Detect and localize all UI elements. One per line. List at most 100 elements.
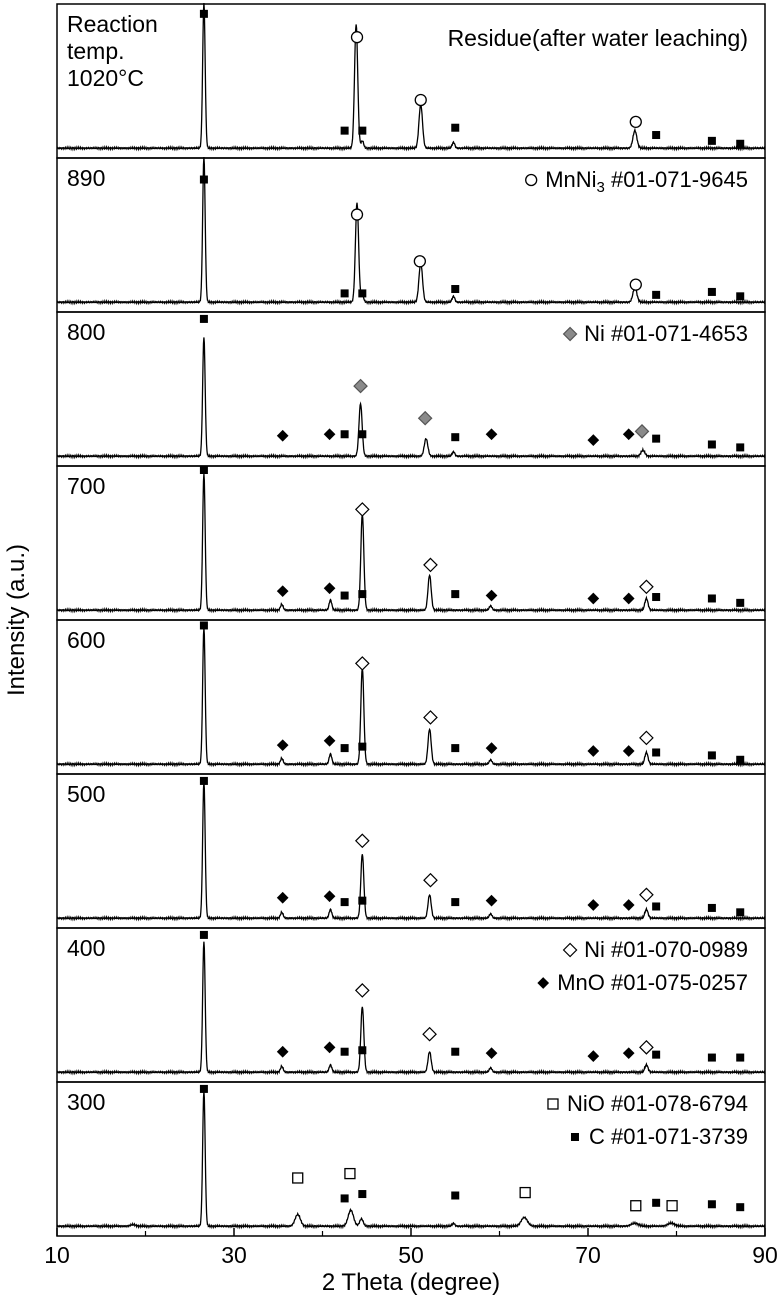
phase-marker-square — [451, 285, 460, 294]
phase-marker-square — [736, 598, 745, 607]
phase-marker-diamond-black — [276, 739, 289, 752]
phase-marker-circle — [350, 208, 364, 221]
xrd-pattern-line — [56, 627, 766, 768]
xrd-pattern-line — [56, 941, 766, 1076]
phase-marker-square — [199, 466, 208, 474]
panel-7: 300 NiO #01-078-6794 C #01-071-3739 — [56, 1081, 766, 1237]
panel-label: 500 — [67, 781, 105, 807]
phase-marker-diamond-black — [485, 742, 498, 754]
phase-marker-diamond-black — [323, 1041, 336, 1054]
phase-marker-circle — [413, 255, 427, 268]
phase-marker-diamond-white — [423, 557, 438, 573]
phase-marker-square — [707, 903, 716, 912]
phase-marker-square — [707, 1053, 716, 1062]
panel-4: 600 — [56, 619, 766, 775]
xrd-pattern-line — [56, 157, 766, 306]
phase-marker-square — [736, 1053, 745, 1062]
phase-marker-diamond-black — [323, 582, 336, 595]
panel-label: 600 — [67, 627, 105, 653]
phase-marker-diamond-white — [639, 579, 654, 595]
phase-marker-square — [652, 290, 661, 299]
phase-marker-diamond-white — [354, 656, 370, 671]
panel-label: 1020°C — [67, 65, 144, 91]
phase-marker-square — [736, 755, 745, 764]
phase-marker-diamond-black — [622, 745, 635, 757]
phase-marker-diamond-white — [354, 833, 370, 849]
xrd-pattern-line — [56, 1091, 766, 1230]
phase-marker-square — [340, 1194, 349, 1203]
legend-text: MnO #01-075-0257 — [557, 970, 748, 995]
phase-marker-square — [199, 175, 208, 184]
phase-marker-square-open — [292, 1172, 304, 1184]
x-tick-label: 70 — [575, 1242, 601, 1268]
phase-marker-square — [451, 433, 460, 442]
phase-marker-diamond-black — [276, 1045, 289, 1058]
phase-marker-square — [652, 1198, 661, 1207]
phase-marker-diamond-black — [323, 734, 336, 747]
panel-label: Reaction — [67, 11, 158, 37]
legend-symbol-diamond-black — [537, 977, 550, 989]
phase-marker-square — [340, 430, 349, 439]
phase-marker-diamond-black — [587, 434, 600, 446]
phase-marker-diamond-black — [485, 1047, 498, 1060]
legend-symbol-square — [570, 1133, 579, 1141]
phase-marker-circle — [629, 115, 642, 129]
phase-marker-square — [340, 126, 349, 135]
phase-marker-square — [736, 1203, 745, 1212]
phase-marker-square — [652, 748, 661, 757]
legend-symbol-diamond-white — [562, 942, 578, 958]
legend-symbol-diamond-gray — [562, 326, 578, 342]
phase-marker-diamond-white — [639, 730, 654, 746]
phase-marker-square — [199, 776, 208, 785]
panel-6: 400 Ni #01-070-0989 MnO #01-075-0257 — [56, 927, 766, 1083]
phase-marker-diamond-black — [485, 428, 498, 441]
phase-marker-diamond-black — [276, 891, 289, 904]
phase-marker-square — [451, 744, 460, 753]
phase-marker-diamond-black — [485, 589, 498, 602]
phase-marker-square — [707, 287, 716, 296]
phase-marker-diamond-white — [354, 502, 370, 517]
phase-marker-square — [652, 131, 661, 140]
phase-marker-square — [199, 314, 208, 323]
legend-symbol-square-open — [547, 1098, 559, 1110]
phase-marker-diamond-white — [422, 1026, 437, 1042]
phase-marker-square — [451, 1047, 460, 1056]
xrd-pattern-line — [56, 3, 766, 152]
x-tick-label: 90 — [752, 1242, 778, 1268]
xrd-pattern-line — [56, 473, 766, 614]
panel-2: 800 Ni #01-071-4653 — [56, 311, 766, 467]
panel-3: 700 — [56, 465, 766, 621]
phase-marker-square — [736, 139, 745, 148]
phase-marker-square — [707, 1200, 716, 1209]
phase-marker-square — [707, 440, 716, 449]
phase-marker-diamond-gray — [417, 410, 433, 426]
xrd-pattern-line — [56, 337, 766, 460]
phase-marker-diamond-white — [639, 887, 654, 903]
phase-marker-square — [451, 123, 460, 132]
y-axis-title: Intensity (a.u.) — [3, 544, 30, 696]
phase-marker-diamond-black — [622, 592, 635, 605]
phase-marker-square — [340, 289, 349, 298]
phase-marker-diamond-black — [276, 585, 289, 598]
phase-marker-square-open — [519, 1186, 531, 1199]
x-tick-label: 30 — [221, 1242, 247, 1268]
panel-label: temp. — [67, 38, 125, 64]
legend-text: Ni #01-071-4653 — [584, 321, 748, 346]
phase-marker-square — [652, 1050, 661, 1059]
legend-text: C #01-071-3739 — [589, 1124, 748, 1149]
phase-marker-diamond-gray — [634, 423, 650, 439]
panel-annotation: Residue(after water leaching) — [448, 25, 748, 51]
panel-5: 500 — [56, 773, 766, 929]
phase-marker-square — [340, 1047, 349, 1056]
x-axis: 10 30 50 70 90 — [44, 1228, 778, 1268]
phase-marker-diamond-black — [323, 890, 336, 903]
phase-marker-square-open — [666, 1200, 678, 1212]
phase-marker-square — [451, 898, 460, 907]
phase-marker-square — [340, 591, 349, 600]
phase-marker-square — [358, 1046, 367, 1055]
phase-marker-diamond-black — [485, 894, 498, 907]
phase-marker-square — [199, 621, 208, 630]
